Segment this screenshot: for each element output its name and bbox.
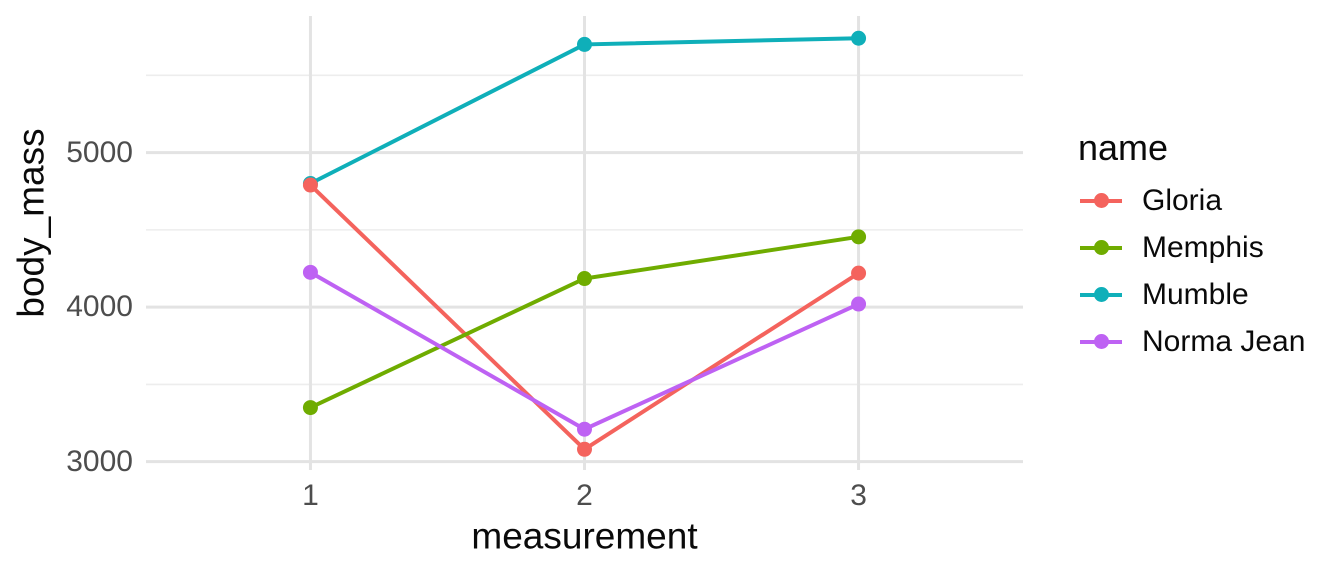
legend-key-line-dot-icon <box>1078 318 1124 365</box>
y-axis-title: body_mass <box>10 128 52 318</box>
legend-key-line-dot-icon <box>1078 177 1124 224</box>
legend-item-norma-jean: Norma Jean <box>1078 318 1305 365</box>
y-tick-label-1: 4000 <box>66 290 133 324</box>
x-axis-title: measurement <box>471 515 698 557</box>
legend-key-line-dot-icon <box>1078 271 1124 318</box>
data-point-gloria <box>302 177 318 193</box>
legend-label: Memphis <box>1142 230 1264 264</box>
y-tick-label-2: 5000 <box>66 135 133 169</box>
legend-key-line-dot-icon <box>1078 224 1124 271</box>
legend: name Gloria Memphis Mumble Norma Jean <box>1078 127 1305 365</box>
data-point-norma-jean <box>577 421 592 437</box>
x-tick-label-2: 3 <box>850 479 867 512</box>
data-point-mumble <box>577 36 592 52</box>
legend-title: name <box>1078 127 1169 168</box>
legend-label: Mumble <box>1142 277 1249 311</box>
data-point-memphis <box>851 229 867 245</box>
data-point-mumble <box>851 30 867 46</box>
x-tick-label-0: 1 <box>302 479 319 512</box>
data-point-memphis <box>577 271 592 287</box>
y-tick-label-0: 3000 <box>66 444 133 478</box>
data-point-norma-jean <box>851 296 867 312</box>
legend-label: Gloria <box>1142 183 1223 217</box>
data-point-memphis <box>302 400 318 416</box>
data-point-gloria <box>851 265 867 281</box>
data-point-norma-jean <box>302 264 318 280</box>
data-point-gloria <box>577 441 592 457</box>
legend-item-mumble: Mumble <box>1078 271 1305 318</box>
legend-item-memphis: Memphis <box>1078 224 1305 271</box>
x-tick-label-1: 2 <box>576 479 593 512</box>
legend-item-gloria: Gloria <box>1078 177 1305 224</box>
legend-label: Norma Jean <box>1142 324 1306 358</box>
